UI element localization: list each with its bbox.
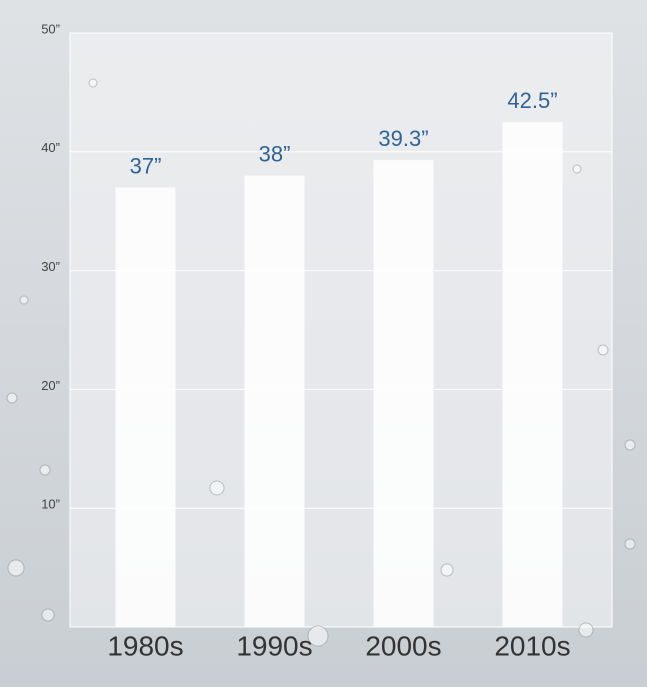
- y-tick-label: 50”: [41, 21, 60, 36]
- water-drop: [578, 622, 594, 638]
- water-drop: [572, 164, 582, 174]
- water-drops: [6, 78, 636, 647]
- y-tick-label: 30”: [41, 259, 60, 274]
- bar: [502, 122, 563, 627]
- x-tick-label: 2010s: [494, 630, 570, 661]
- water-drop: [6, 392, 18, 404]
- bar: [244, 175, 305, 627]
- water-drop: [307, 625, 329, 647]
- water-drop: [88, 78, 98, 88]
- value-label: 38”: [259, 141, 291, 166]
- bar: [373, 160, 434, 627]
- x-tick-label: 1980s: [107, 630, 183, 661]
- y-tick-label: 40”: [41, 140, 60, 155]
- water-drop: [39, 464, 51, 476]
- x-tick-label: 1990s: [236, 630, 312, 661]
- water-drop: [7, 559, 25, 577]
- water-drop: [19, 295, 29, 305]
- water-drop: [41, 608, 55, 622]
- bar: [115, 187, 176, 627]
- water-drop: [597, 344, 609, 356]
- x-tick-label: 2000s: [365, 630, 441, 661]
- water-drop: [624, 538, 636, 550]
- value-label: 42.5”: [507, 88, 557, 113]
- y-tick-label: 10”: [41, 497, 60, 512]
- water-drop: [209, 480, 225, 496]
- value-label: 37”: [130, 153, 162, 178]
- water-drop: [624, 439, 636, 451]
- value-label: 39.3”: [378, 126, 428, 151]
- y-tick-label: 20”: [41, 378, 60, 393]
- water-drop: [440, 563, 454, 577]
